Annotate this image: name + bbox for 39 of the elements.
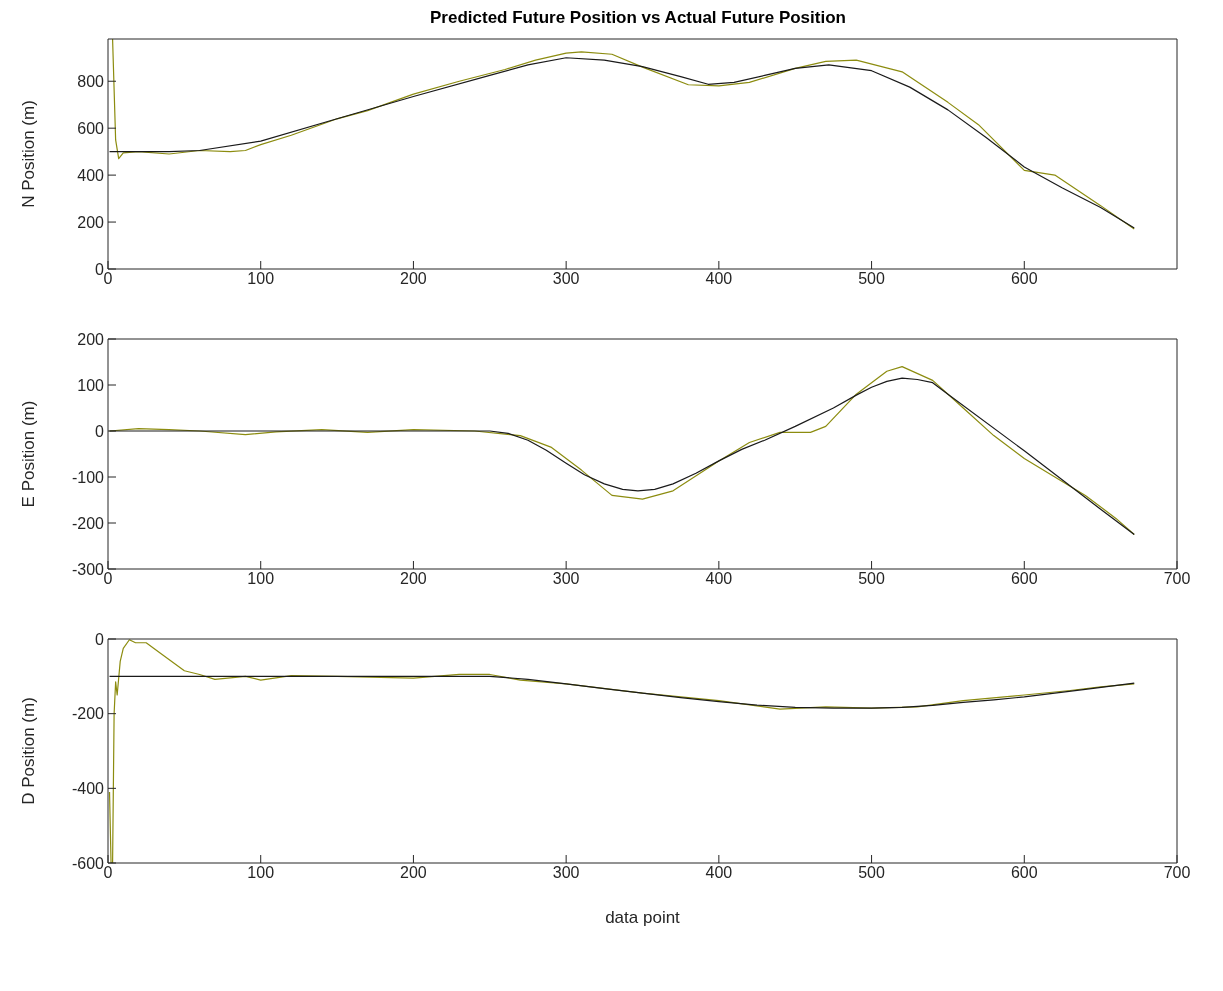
- x-tick-label: 300: [552, 864, 580, 882]
- y-tick-label: -200: [71, 514, 105, 532]
- x-tick-label: 300: [552, 270, 580, 288]
- y-axis-title: D Position (m): [19, 697, 39, 805]
- y-tick-label: -400: [71, 780, 105, 798]
- y-tick-label: -300: [71, 560, 105, 578]
- x-tick-label: 700: [1163, 864, 1191, 882]
- chart-title: Predicted Future Position vs Actual Future Position: [429, 8, 847, 28]
- y-tick-label: 200: [77, 330, 105, 348]
- x-tick-label: 600: [1010, 270, 1038, 288]
- y-tick-label: 0: [95, 422, 105, 440]
- y-tick-label: 600: [77, 119, 105, 137]
- y-tick-label: 100: [77, 376, 105, 394]
- x-tick-label: 400: [705, 570, 733, 588]
- y-tick-label: -200: [71, 705, 105, 723]
- x-tick-label: 100: [247, 270, 275, 288]
- x-tick-label: 200: [400, 864, 427, 882]
- x-axis-title: data point: [605, 908, 681, 927]
- x-tick-label: 100: [247, 570, 275, 588]
- y-tick-label: -600: [71, 854, 105, 872]
- x-tick-label: 700: [1163, 570, 1191, 588]
- x-tick-label: 600: [1010, 570, 1038, 588]
- x-tick-label: 200: [400, 570, 427, 588]
- y-axis-title: E Position (m): [19, 400, 39, 508]
- y-tick-label: 800: [77, 72, 105, 90]
- x-tick-label: 300: [552, 570, 580, 588]
- x-tick-label: 100: [247, 864, 275, 882]
- y-tick-label: 400: [77, 166, 105, 184]
- x-tick-label: 500: [858, 864, 886, 882]
- x-tick-label: 400: [705, 864, 733, 882]
- x-tick-label: 600: [1010, 864, 1038, 882]
- y-axis-title: N Position (m): [19, 100, 39, 208]
- y-tick-label: 200: [77, 213, 105, 231]
- x-tick-label: 200: [400, 270, 427, 288]
- x-tick-label: 500: [858, 270, 886, 288]
- y-tick-label: -100: [71, 468, 105, 486]
- x-tick-label: 400: [705, 270, 733, 288]
- x-tick-label: 500: [858, 570, 886, 588]
- y-tick-label: 0: [95, 630, 105, 648]
